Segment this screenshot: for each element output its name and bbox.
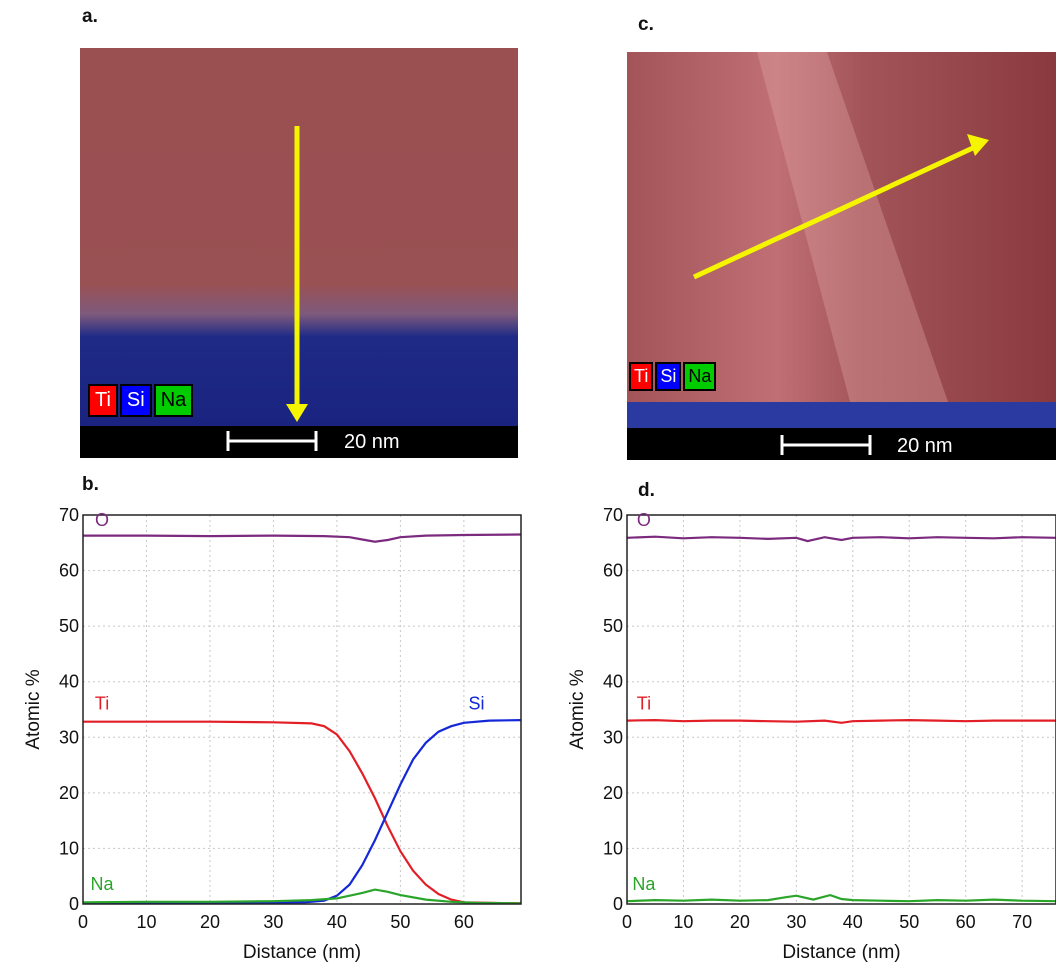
series-label-o: O xyxy=(637,510,651,530)
series-line-o xyxy=(83,533,522,543)
y-tick-label: 40 xyxy=(603,672,623,692)
legend-c-ti: Ti xyxy=(629,362,654,391)
x-axis-label: Distance (nm) xyxy=(782,942,900,963)
chart-b: 0 10 20 30 40 50 60 0 10 20 30 40 50 60 70 Distance (nm… xyxy=(23,507,522,963)
x-tick-label: 20 xyxy=(200,912,220,932)
y-tick-label: 10 xyxy=(59,838,79,858)
x-tick-label: 60 xyxy=(454,912,474,932)
panel-label-d: d. xyxy=(638,480,655,501)
series-line-na xyxy=(82,888,522,905)
series-label-na: Na xyxy=(632,874,656,894)
legend-c: Ti Si Na xyxy=(629,362,717,391)
scale-bar-label-a: 20 nm xyxy=(344,431,400,453)
map-a-image xyxy=(80,48,518,458)
y-tick-label: 60 xyxy=(603,561,623,581)
panel-label-b: b. xyxy=(82,474,99,495)
panel-label-a: a. xyxy=(82,6,98,27)
legend-c-na: Na xyxy=(683,362,717,391)
series-label-ti: Ti xyxy=(95,694,109,714)
x-tick-label: 0 xyxy=(622,912,632,932)
legend-a-si: Si xyxy=(119,384,152,417)
series-line-na xyxy=(626,893,1056,903)
chart-d: 0 10 20 30 40 50 60 70 0 10 20 30 40 50 60 70 Distance (… xyxy=(567,507,1056,963)
legend-a: Ti Si Na xyxy=(88,384,194,417)
series-line-o xyxy=(626,535,1056,543)
x-tick-label: 50 xyxy=(390,912,410,932)
y-tick-label: 50 xyxy=(603,616,623,636)
y-tick-label: 50 xyxy=(59,616,79,636)
series-line-ti xyxy=(626,718,1056,724)
x-tick-label: 60 xyxy=(956,912,976,932)
eds-map-c: Ti Si Na 20 nm xyxy=(627,52,1056,460)
scale-bar-label-c: 20 nm xyxy=(897,435,953,457)
x-tick-label: 10 xyxy=(136,912,156,932)
x-tick-label: 40 xyxy=(843,912,863,932)
y-axis-label: Atomic % xyxy=(567,669,588,749)
y-tick-label: 30 xyxy=(59,727,79,747)
y-tick-label: 20 xyxy=(59,783,79,803)
x-tick-label: 50 xyxy=(899,912,919,932)
arrow-head-a xyxy=(286,404,308,422)
y-tick-label: 30 xyxy=(603,727,623,747)
series-line-si xyxy=(83,719,522,904)
y-tick-label: 70 xyxy=(59,507,79,525)
y-tick-label: 60 xyxy=(59,561,79,581)
x-axis-label: Distance (nm) xyxy=(243,942,361,963)
series-label-o: O xyxy=(95,510,109,530)
series-line-ti xyxy=(83,720,522,905)
y-axis-label: Atomic % xyxy=(23,669,44,749)
y-tick-label: 40 xyxy=(59,672,79,692)
plot-frame xyxy=(626,514,1056,905)
x-tick-label: 20 xyxy=(730,912,750,932)
x-tick-label: 40 xyxy=(327,912,347,932)
x-tick-label: 10 xyxy=(673,912,693,932)
legend-c-si: Si xyxy=(655,362,682,391)
arrow-head-c xyxy=(967,134,989,156)
series-label-na: Na xyxy=(91,874,115,894)
y-tick-label: 0 xyxy=(69,894,79,914)
x-tick-label: 30 xyxy=(263,912,283,932)
x-tick-label: 0 xyxy=(78,912,88,932)
legend-a-na: Na xyxy=(153,384,194,417)
plot-frame xyxy=(82,514,522,905)
map-c-image xyxy=(627,52,1056,460)
y-tick-label: 20 xyxy=(603,783,623,803)
y-tick-label: 10 xyxy=(603,838,623,858)
x-tick-label: 30 xyxy=(786,912,806,932)
y-tick-label: 70 xyxy=(603,507,623,525)
eds-map-a: Ti Si Na 20 nm xyxy=(80,48,518,458)
panel-label-c: c. xyxy=(638,14,654,35)
x-tick-label: 70 xyxy=(1012,912,1032,932)
series-label-si: Si xyxy=(469,694,485,714)
legend-a-ti: Ti xyxy=(88,384,118,417)
y-tick-label: 0 xyxy=(613,894,623,914)
series-label-ti: Ti xyxy=(637,694,651,714)
